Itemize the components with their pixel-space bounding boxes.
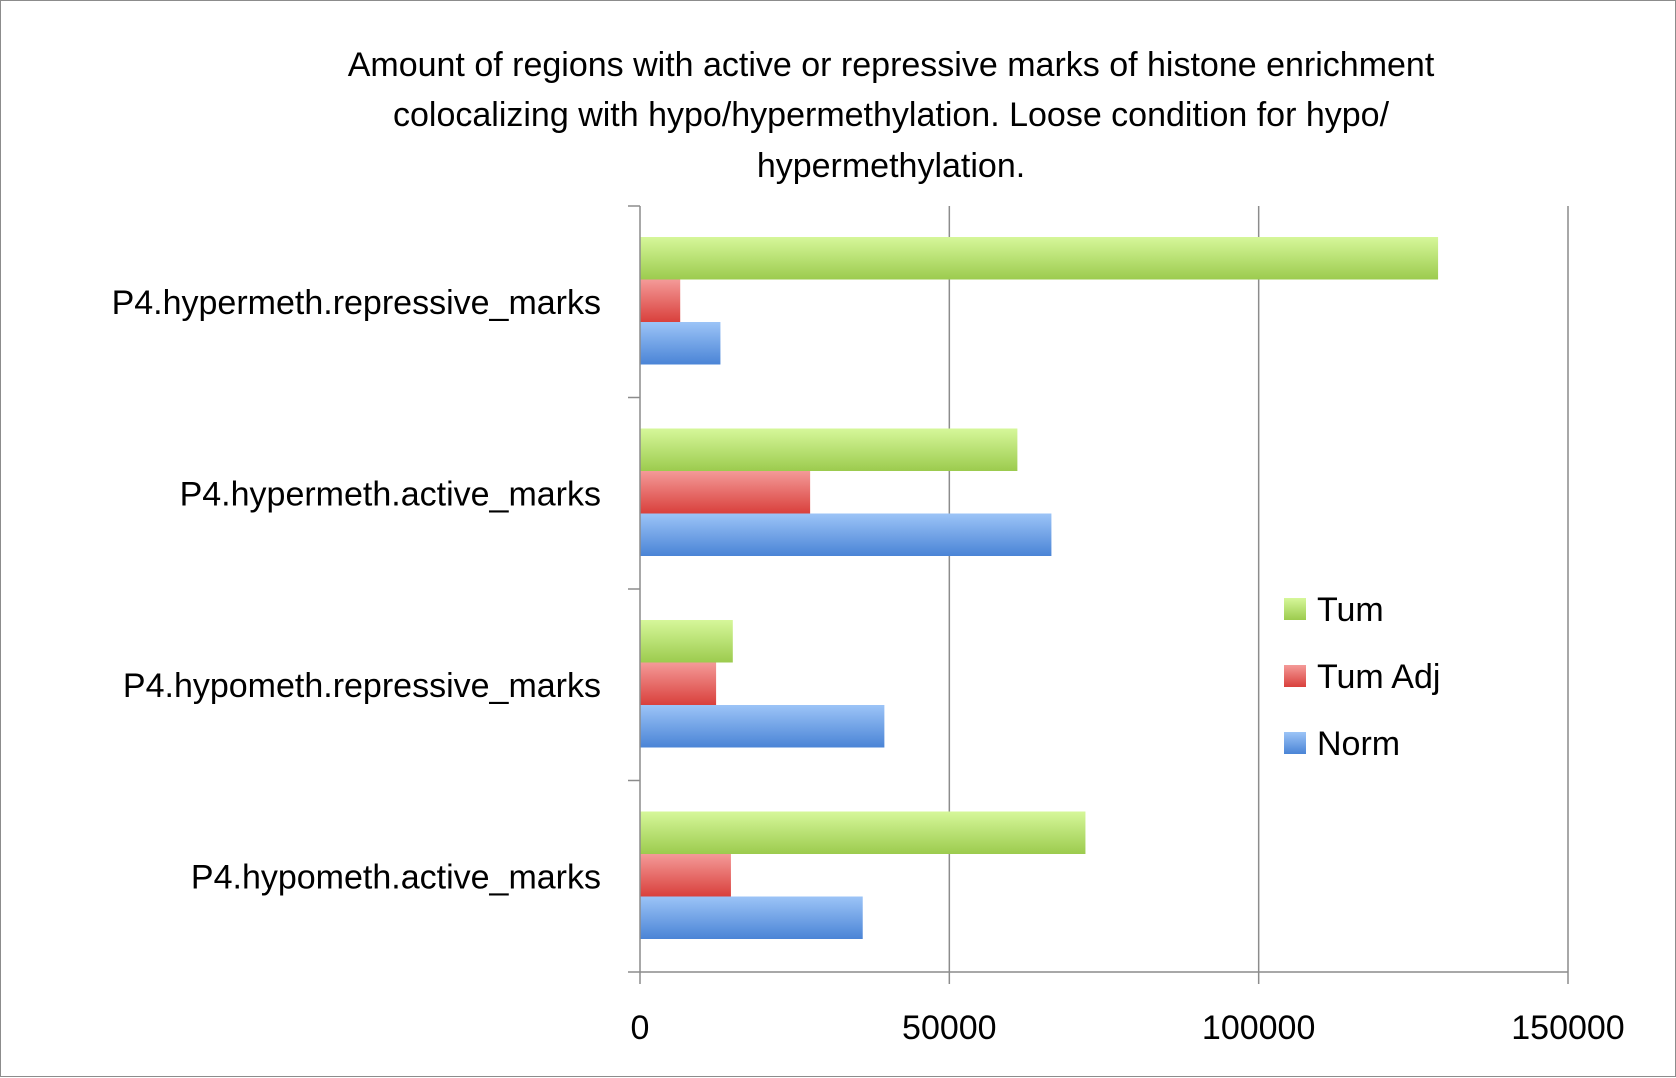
legend-swatch bbox=[1284, 732, 1306, 754]
axes bbox=[628, 205, 1569, 984]
bar-norm bbox=[640, 896, 863, 939]
legend-label: Tum bbox=[1317, 591, 1384, 629]
bar-tum-adj bbox=[640, 662, 717, 705]
chart-title-line: hypermethylation. bbox=[757, 147, 1025, 185]
chart-title-line: Amount of regions with active or repress… bbox=[348, 46, 1435, 84]
legend-swatch bbox=[1284, 598, 1306, 620]
bar-tum-adj bbox=[640, 471, 811, 514]
x-tick-label: 100000 bbox=[1202, 1009, 1315, 1047]
bar-tum bbox=[640, 811, 1086, 854]
bars bbox=[640, 237, 1439, 939]
bar-tum bbox=[640, 620, 733, 663]
legend-label: Tum Adj bbox=[1317, 658, 1440, 696]
legend-swatch bbox=[1284, 665, 1306, 687]
x-tick-label: 150000 bbox=[1511, 1009, 1624, 1047]
category-label: P4.hypermeth.repressive_marks bbox=[112, 284, 601, 322]
x-tick-labels: 0 50000 100000 150000 bbox=[631, 1009, 1625, 1047]
chart-title-line: colocalizing with hypo/hypermethylation.… bbox=[393, 96, 1390, 134]
bar-norm bbox=[640, 513, 1052, 556]
chart-title: Amount of regions with active or repress… bbox=[348, 46, 1435, 185]
bar-norm bbox=[640, 705, 885, 748]
legend-label: Norm bbox=[1317, 725, 1400, 763]
bar-tum-adj bbox=[640, 279, 681, 322]
legend: Tum Tum Adj Norm bbox=[1284, 591, 1440, 763]
x-tick-label: 50000 bbox=[902, 1009, 997, 1047]
bar-tum-adj bbox=[640, 854, 731, 897]
bar-norm bbox=[640, 322, 721, 365]
x-tick-label: 0 bbox=[631, 1009, 650, 1047]
bar-tum bbox=[640, 237, 1439, 280]
bar-tum bbox=[640, 428, 1018, 471]
category-label: P4.hypermeth.active_marks bbox=[180, 475, 601, 513]
grid-lines bbox=[948, 206, 1569, 972]
category-label: P4.hypometh.active_marks bbox=[191, 858, 601, 896]
category-label: P4.hypometh.repressive_marks bbox=[123, 667, 601, 705]
category-labels: P4.hypermeth.repressive_marks P4.hypermet… bbox=[112, 284, 601, 897]
